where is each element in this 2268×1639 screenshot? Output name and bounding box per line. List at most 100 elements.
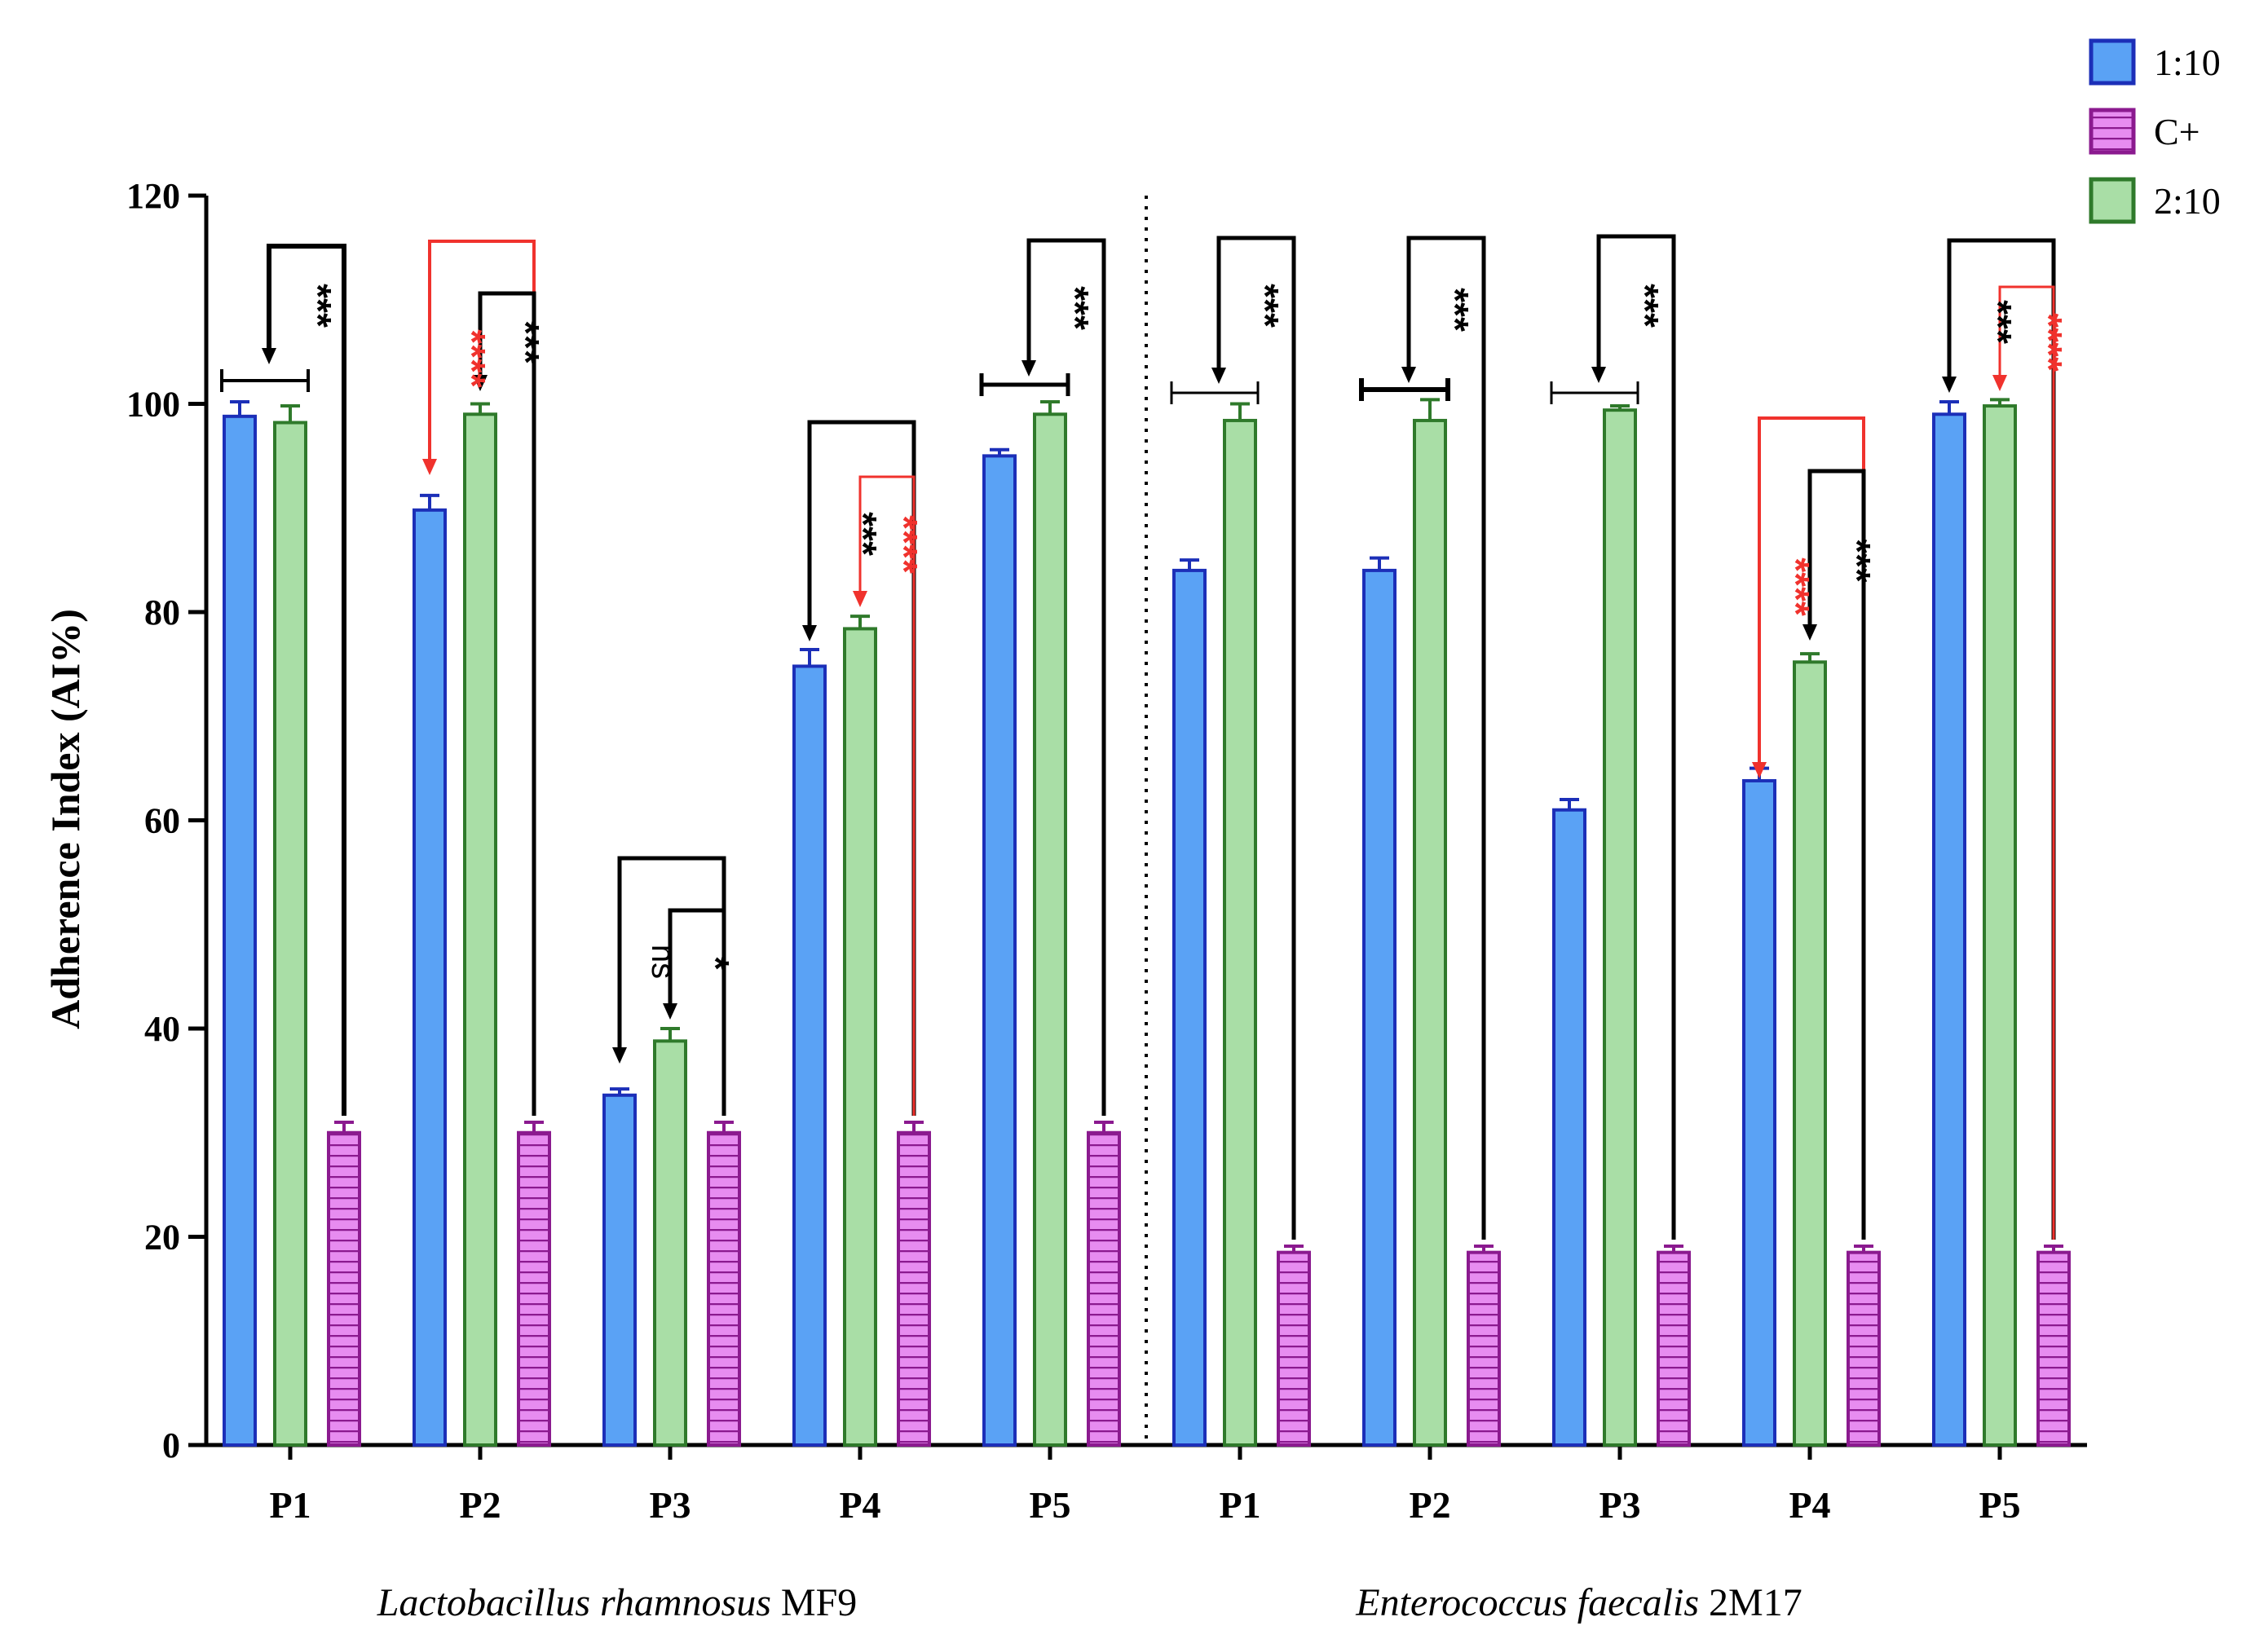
arrow-head — [473, 375, 488, 391]
y-tick-label: 120 — [126, 176, 180, 216]
arrow-head — [1802, 624, 1817, 641]
bar-1-10 — [982, 454, 1017, 1447]
bar-1-10 — [223, 414, 257, 1447]
group-1-species: Lactobacillus rhamnosus — [377, 1581, 771, 1624]
significance-label: *** — [505, 320, 547, 364]
significance-label: *** — [297, 284, 339, 328]
arrow-head — [1752, 762, 1767, 778]
bar-2-10 — [843, 627, 877, 1447]
category-label: P5 — [1979, 1484, 2020, 1526]
significance-label: *** — [1977, 300, 2019, 344]
significance-label: * — [695, 956, 737, 971]
significance-label: *** — [1244, 284, 1286, 328]
significance-bracket — [1596, 234, 1676, 1240]
significance-label: *** — [1624, 284, 1666, 328]
significance-label: *** — [842, 512, 885, 556]
arrow-head — [802, 625, 817, 641]
bar-1-10 — [1932, 412, 1966, 1447]
y-axis-title: Adherence Index (AI%) — [42, 609, 88, 1029]
category-label: P5 — [1029, 1484, 1070, 1526]
group-labels: Lactobacillus rhamnosus MF9 Enterococcus… — [377, 1581, 1802, 1624]
category-label: P1 — [1219, 1484, 1260, 1526]
significance-label: **** — [883, 515, 925, 574]
bar-c-plus — [1657, 1250, 1691, 1447]
significance-bracket — [858, 475, 916, 1116]
legend-swatch-2-10 — [2089, 177, 2136, 224]
significance-bracket — [1998, 285, 2055, 1240]
bar-c-plus — [2036, 1250, 2071, 1447]
arrow-head — [853, 591, 867, 607]
x-ticks: P1 P2 P3 P4 P5 P1 P2 P3 P4 P5 — [269, 1445, 2021, 1526]
group-2-strain: 2M17 — [1699, 1581, 1802, 1624]
legend-label-2-10: 2:10 — [2154, 180, 2221, 222]
bar-c-plus — [707, 1130, 741, 1447]
significance-label: **** — [1775, 557, 1817, 616]
bar-c-plus — [517, 1130, 551, 1447]
bar-1-10 — [602, 1093, 637, 1447]
bar-2-10 — [273, 421, 307, 1447]
bar-2-10 — [1223, 418, 1257, 1447]
bar-2-10 — [463, 412, 497, 1447]
significance-bracket — [1216, 236, 1296, 1240]
bar-c-plus — [327, 1130, 361, 1447]
y-tick-label: 0 — [162, 1425, 180, 1465]
arrow-head — [612, 1047, 627, 1064]
significance-label: *** — [1836, 539, 1878, 583]
category-label: P3 — [1599, 1484, 1640, 1526]
error-bars — [230, 398, 2063, 1253]
bar-c-plus — [1847, 1250, 1881, 1447]
significance-label: **** — [451, 329, 493, 388]
y-tick-label: 60 — [144, 801, 180, 841]
legend-swatch-1-10 — [2089, 38, 2136, 86]
bar-2-10 — [1413, 418, 1447, 1447]
y-tick-label: 20 — [144, 1218, 180, 1258]
category-label: P4 — [839, 1484, 880, 1526]
legend: 1:10 C+ 2:10 — [2089, 38, 2221, 224]
bar-2-10 — [1983, 404, 2017, 1447]
bar-c-plus — [1087, 1130, 1121, 1447]
y-tick-label: 40 — [144, 1009, 180, 1049]
arrow-head — [1942, 377, 1957, 393]
significance-bracket — [1406, 236, 1486, 1240]
bar-1-10 — [1552, 808, 1586, 1447]
bar-2-10 — [1033, 412, 1067, 1447]
arrow-head — [262, 348, 276, 364]
category-label: P1 — [269, 1484, 311, 1526]
bar-c-plus — [897, 1130, 931, 1447]
bar-1-10 — [413, 508, 447, 1447]
arrow-head — [1591, 367, 1606, 383]
arrow-head — [663, 1003, 677, 1020]
bar-2-10 — [1603, 408, 1637, 1447]
arrow-head — [1211, 368, 1226, 384]
group-label-enterococcus: Enterococcus faecalis 2M17 — [1355, 1581, 1802, 1624]
significance-annotations: ******* ***ns *********** *** *** ******* ****… — [220, 234, 2070, 1240]
significance-label: ns — [645, 945, 681, 979]
category-label: P3 — [649, 1484, 691, 1526]
bar-2-10 — [1793, 660, 1827, 1447]
bar-1-10 — [1742, 778, 1776, 1447]
bar-c-plus — [1467, 1250, 1501, 1447]
significance-bracket — [478, 291, 536, 1116]
arrow-head — [1021, 360, 1036, 377]
significance-bracket — [1026, 238, 1106, 1116]
significance-label: *** — [1054, 286, 1096, 330]
group-2-species: Enterococcus faecalis — [1355, 1581, 1699, 1624]
significance-bracket — [1807, 469, 1866, 1240]
significance-bracket — [668, 908, 726, 1116]
arrow-head — [1401, 367, 1416, 383]
bar-c-plus — [1277, 1250, 1311, 1447]
bars — [223, 404, 2071, 1447]
category-label: P4 — [1789, 1484, 1830, 1526]
legend-label-1-10: 1:10 — [2154, 42, 2221, 83]
arrow-head — [1992, 375, 2007, 391]
legend-swatch-c-plus — [2089, 108, 2136, 155]
legend-label-c-plus: C+ — [2154, 111, 2200, 152]
significance-label: *** — [1434, 288, 1476, 332]
group-1-strain: MF9 — [771, 1581, 857, 1624]
arrow-head — [422, 459, 437, 475]
significance-bracket — [267, 244, 346, 1116]
bar-1-10 — [1172, 568, 1207, 1447]
y-tick-label: 80 — [144, 593, 180, 632]
significance-label: **** — [2028, 313, 2070, 372]
